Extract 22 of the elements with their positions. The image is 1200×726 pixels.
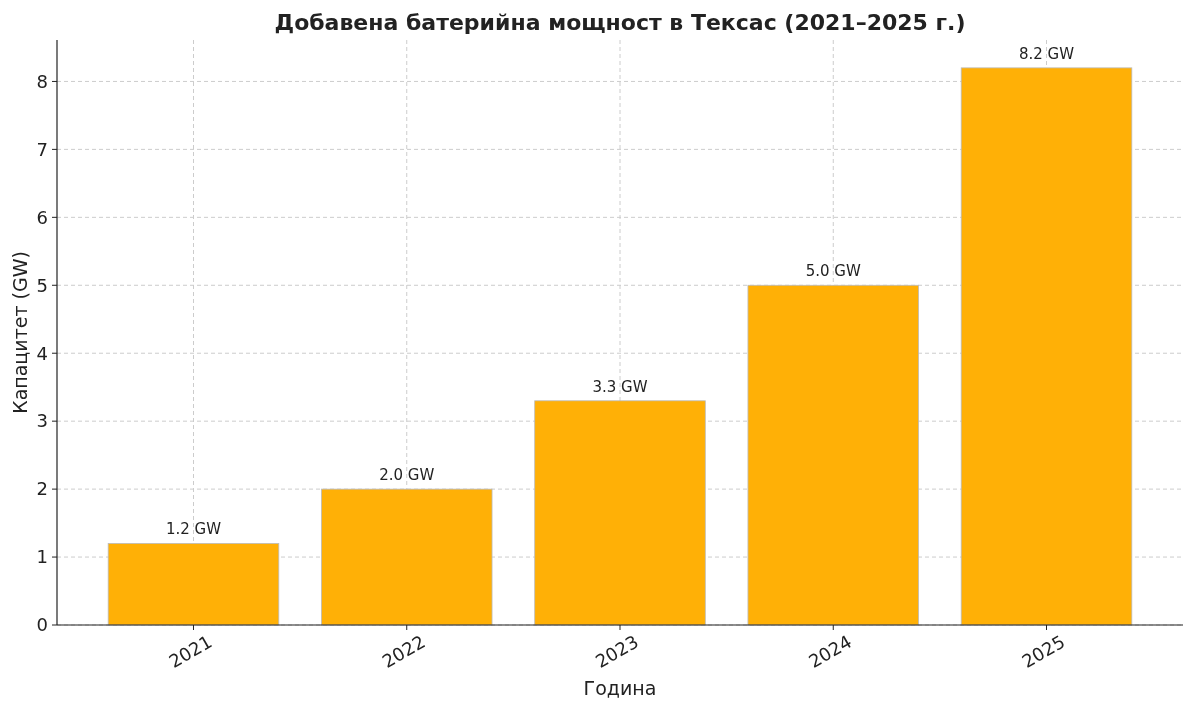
- y-axis-title: Капацитет (GW): [9, 251, 31, 414]
- bar: [747, 284, 919, 626]
- y-tick-label: 7: [36, 138, 48, 160]
- data-label: 5.0 GW: [805, 262, 861, 281]
- bar: [534, 400, 706, 626]
- data-label: 3.3 GW: [592, 377, 648, 396]
- y-tick-label: 6: [36, 206, 48, 228]
- y-tick-label: 1: [36, 546, 48, 568]
- bar: [960, 67, 1133, 626]
- data-label: 8.2 GW: [1018, 44, 1075, 63]
- bar: [321, 488, 493, 626]
- x-axis-title: Година: [583, 677, 657, 699]
- y-tick-label: 8: [36, 70, 48, 92]
- bar: [107, 543, 280, 626]
- chart-title: Добавена батерийна мощност в Тексас (2021–2025 г.): [274, 10, 966, 35]
- y-tick-label: 0: [36, 614, 48, 636]
- y-tick-label: 4: [36, 342, 48, 364]
- y-tick-label: 3: [36, 410, 48, 432]
- data-label: 2.0 GW: [379, 466, 435, 485]
- y-tick-label: 2: [36, 478, 48, 500]
- y-tick-label: 5: [36, 274, 48, 296]
- data-label: 1.2 GW: [165, 520, 222, 539]
